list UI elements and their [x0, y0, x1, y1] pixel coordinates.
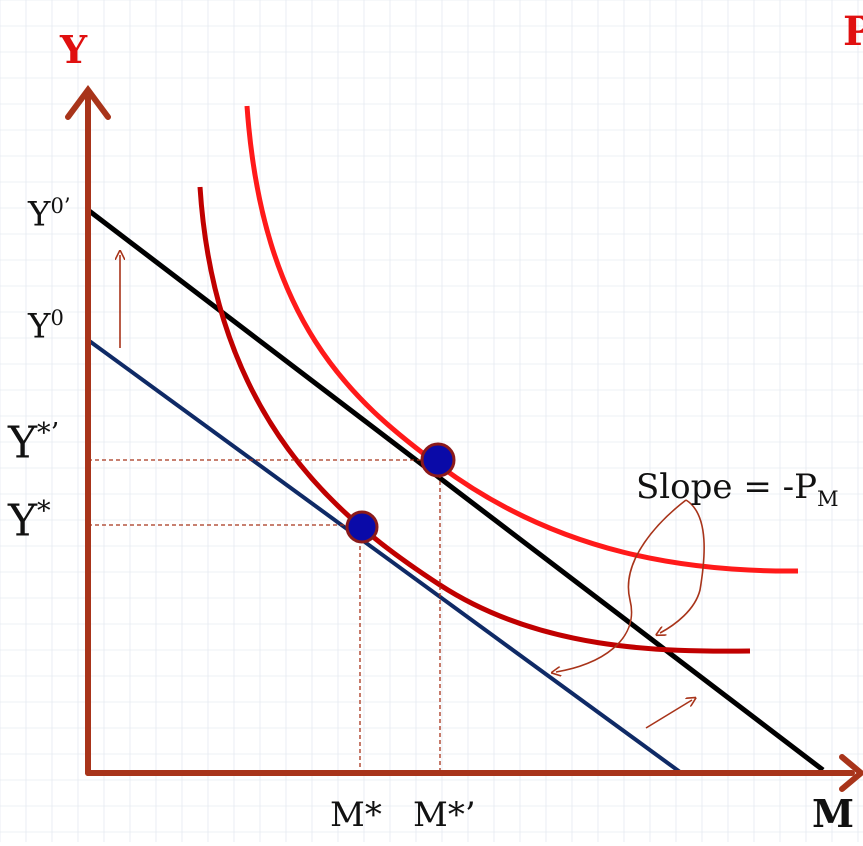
point-new-optimum: [422, 444, 454, 476]
label-y0-sup: 0: [50, 305, 63, 330]
label-y-star-sup: *: [37, 496, 51, 527]
budget-line-initial: [88, 340, 680, 772]
annotation-arrows: [120, 255, 704, 728]
indifference-curve-low: [200, 187, 750, 651]
label-y0-prime: Y0’: [28, 195, 71, 231]
guide-lines: [88, 460, 440, 772]
point-initial-optimum: [347, 512, 377, 542]
corner-text: P: [843, 12, 863, 52]
label-y-star-prime-base: Y: [8, 418, 37, 469]
label-y0: Y0: [28, 307, 64, 343]
label-y0-prime-sup: 0’: [50, 193, 70, 218]
label-y-star: Y*: [8, 498, 51, 544]
shift-out-arrow: [646, 700, 692, 728]
axes: [68, 90, 861, 789]
slope-label: Slope = -PM: [636, 470, 839, 509]
label-y-star-prime: Y*’: [8, 420, 59, 466]
label-y-star-base: Y: [8, 496, 37, 547]
label-m-star: M*: [330, 798, 382, 832]
label-m-star-prime: M*’: [413, 798, 476, 832]
slope-label-sub: M: [817, 486, 839, 511]
label-y-star-prime-sup: *’: [37, 418, 59, 449]
label-y0-prime-base: Y: [28, 194, 50, 234]
slope-label-text: Slope = -P: [636, 467, 817, 507]
x-axis-label: M: [812, 795, 854, 833]
label-y0-base: Y: [28, 306, 50, 346]
y-axis-label: Y: [60, 31, 87, 69]
